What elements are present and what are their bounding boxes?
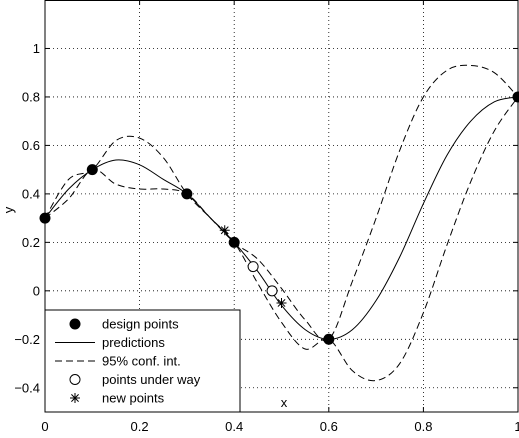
x-tick-label: 0.8 [414,419,432,434]
series-new-points-marker [219,225,230,236]
plot-series [39,64,519,382]
series-design-points-marker [181,188,193,200]
x-tick-label: 0 [41,419,48,434]
y-tick-label: 0.4 [22,186,40,201]
series-points-under-way-marker [266,285,278,297]
legend-swatch-asterisk [70,393,80,403]
series-points-under-way-marker [247,261,259,273]
series-design-points-marker [323,333,335,345]
legend-label: 95% conf. int. [102,354,181,369]
legend-label: predictions [102,335,165,350]
series-design-points-marker [86,164,98,176]
plot-frame [44,0,519,413]
grid [45,0,518,412]
x-axis-label: x [281,395,288,410]
series-design-points-marker [228,236,240,248]
y-tick-label: 0.2 [22,235,40,250]
series-new-points-marker [276,297,287,308]
y-tick-label: −0.2 [14,332,40,347]
y-axis-label: y [1,206,16,213]
legend-label: design points [102,317,179,332]
x-tick-label: 1 [514,419,519,434]
x-tick-label: 0.4 [225,419,243,434]
y-tick-label: 0 [33,283,40,298]
axis-ticks: 0 0.2 0.4 0.6 0.8 1 −0.4 −0.2 0 0.2 0.4 0.6 0.8 1 [14,0,519,434]
y-tick-label: 1 [33,41,40,56]
x-tick-label: 0.6 [320,419,338,434]
legend: design points predictions 95% conf. int. po… [44,309,241,413]
series-95-conf-int-line [44,64,519,342]
series-95-conf-int-lower-line [44,96,519,382]
y-tick-label: −0.4 [14,380,40,395]
legend-label: new points [102,391,165,406]
x-tick-label: 0.2 [131,419,149,434]
y-tick-label: 0.6 [22,138,40,153]
legend-label: points under way [102,372,201,387]
legend-swatch-filled-circle [69,318,81,330]
legend-swatch-open-circle [69,374,81,385]
y-tick-label: 0.8 [22,89,40,104]
